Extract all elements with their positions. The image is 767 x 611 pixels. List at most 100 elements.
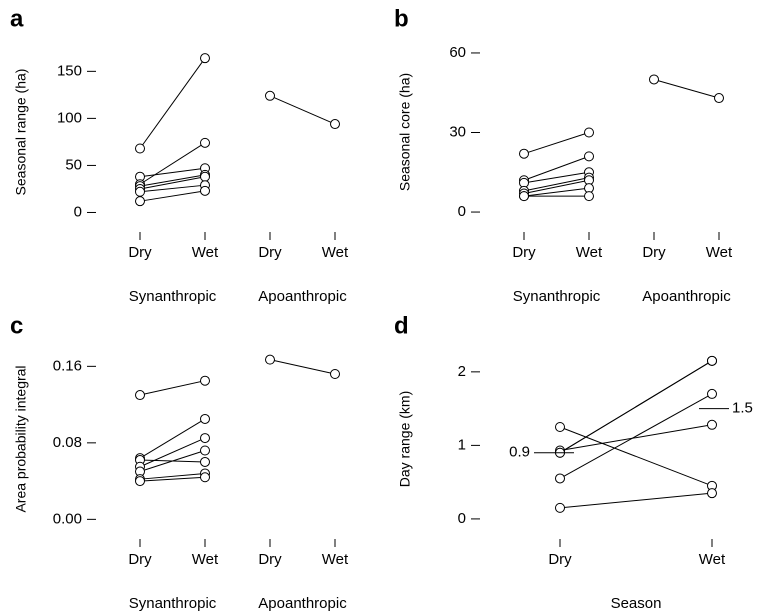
pair-line: [559, 492, 713, 509]
pair-line: [523, 155, 590, 181]
point: [555, 502, 565, 513]
pair-line: [269, 359, 336, 375]
pair-line: [523, 132, 590, 155]
y-tick-label: 0.00: [53, 510, 82, 527]
panel: a Seasonal range (ha) 0 50 100 150 Dry Wet Dry We…: [10, 5, 349, 305]
point: [555, 422, 565, 432]
pair-line: [139, 450, 206, 473]
pair-line: [559, 360, 713, 454]
point: [200, 433, 210, 444]
pair-line: [139, 437, 206, 468]
x-tick-label: Dry: [512, 244, 536, 261]
panel: b Seasonal core (ha) 0 30 60 Dry Wet Dry Wet Syna…: [394, 5, 733, 305]
point: [330, 119, 340, 130]
pair-line: [269, 95, 336, 125]
median-label: 0.9: [509, 444, 530, 461]
pair-line: [139, 184, 206, 193]
point: [135, 390, 145, 401]
y-axis-label: Area probability integral: [13, 365, 29, 512]
x-tick-label: Dry: [548, 551, 572, 568]
y-tick-label: 0: [458, 203, 466, 220]
y-tick-label: 0: [74, 203, 82, 220]
group-label: Apoanthropic: [258, 288, 347, 305]
pair-line: [523, 171, 590, 184]
x-tick-label: Wet: [706, 244, 733, 261]
x-tick-label: Wet: [192, 244, 219, 261]
group-label: Synanthropic: [129, 595, 217, 611]
x-tick-label: Wet: [576, 244, 603, 261]
panel: c Area probability integral 0.00 0.08 0.16 Dr…: [10, 312, 349, 611]
point: [519, 148, 529, 159]
pair-line: [139, 472, 206, 480]
group-label: Synanthropic: [129, 288, 217, 305]
x-tick-label: Wet: [322, 551, 349, 568]
y-tick-label: 2: [458, 363, 466, 380]
x-tick-label: Dry: [258, 551, 282, 568]
group-label: Apoanthropic: [258, 595, 347, 611]
pair-line: [523, 177, 590, 192]
y-tick-label: 100: [57, 109, 82, 126]
point: [135, 186, 145, 197]
x-tick-label: Dry: [128, 551, 152, 568]
x-tick-label: Wet: [192, 551, 219, 568]
point: [200, 413, 210, 424]
panel-letter: b: [394, 5, 409, 32]
pair-line: [139, 418, 206, 459]
point: [200, 456, 210, 467]
pair-line: [139, 380, 206, 396]
pair-line: [559, 426, 713, 487]
y-axis-label: Seasonal range (ha): [13, 69, 29, 196]
median-label: 1.5: [732, 400, 753, 417]
x-tick-label: Wet: [699, 551, 726, 568]
point: [200, 375, 210, 386]
point: [200, 171, 210, 182]
y-axis-label: Seasonal core (ha): [397, 73, 413, 191]
y-tick-label: 1: [458, 436, 466, 453]
point: [519, 191, 529, 202]
panel-letter: a: [10, 5, 24, 32]
point: [584, 151, 594, 162]
point: [714, 93, 724, 104]
point: [555, 473, 565, 484]
point: [707, 488, 717, 499]
y-tick-label: 60: [449, 44, 466, 61]
y-tick-label: 0: [458, 510, 466, 527]
point: [707, 388, 717, 399]
point: [584, 191, 594, 202]
point: [135, 476, 145, 487]
point: [135, 143, 145, 154]
y-tick-label: 150: [57, 62, 82, 79]
point: [135, 196, 145, 207]
panel-letter: c: [10, 312, 23, 339]
point: [584, 127, 594, 138]
panel-letter: d: [394, 312, 409, 339]
point: [707, 419, 717, 430]
pair-line: [139, 190, 206, 202]
point: [707, 355, 717, 366]
pair-line: [139, 167, 206, 178]
pair-line: [523, 179, 590, 194]
pair-line: [139, 57, 206, 149]
panel: d Day range (km) 0 1 2 Dry Wet Season 0.9 1.5: [394, 312, 753, 611]
x-tick-label: Dry: [642, 244, 666, 261]
pair-line: [139, 174, 206, 187]
group-label: Synanthropic: [513, 288, 601, 305]
group-label: Apoanthropic: [642, 288, 731, 305]
pair-line: [139, 176, 206, 190]
point: [649, 74, 659, 85]
point: [200, 53, 210, 64]
point: [200, 137, 210, 148]
y-tick-label: 50: [65, 156, 82, 173]
y-tick-label: 30: [449, 123, 466, 140]
point: [265, 354, 275, 365]
point: [200, 185, 210, 196]
pair-line: [139, 142, 206, 185]
x-tick-label: Wet: [322, 244, 349, 261]
pair-line: [653, 78, 720, 99]
x-tick-label: Dry: [128, 244, 152, 261]
point: [330, 368, 340, 379]
x-tick-label: Dry: [258, 244, 282, 261]
point: [200, 472, 210, 483]
